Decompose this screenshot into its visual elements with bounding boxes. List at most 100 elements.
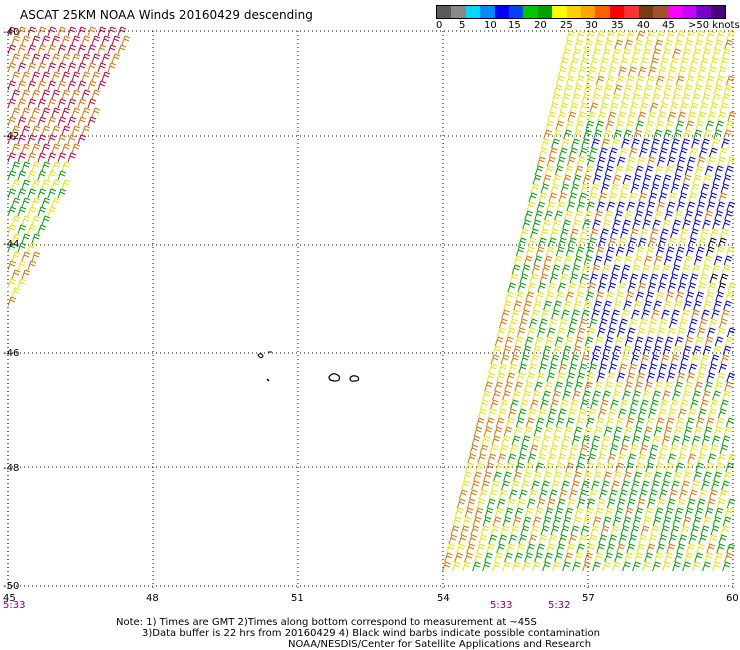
wind-barb [558, 489, 568, 500]
wind-barb [657, 282, 667, 293]
wind-barb [601, 93, 611, 104]
wind-barb [91, 53, 101, 64]
wind-barb [111, 53, 121, 64]
wind-barb [575, 75, 585, 86]
wind-barb [498, 363, 508, 374]
wind-barb [531, 480, 540, 491]
wind-barb [551, 93, 561, 104]
wind-barb [517, 282, 527, 293]
wind-barb [21, 125, 31, 136]
wind-barb [31, 197, 41, 208]
wind-barb [705, 291, 714, 302]
lon-label-54: 54 [437, 593, 450, 604]
wind-barb [721, 480, 730, 491]
wind-barb [681, 138, 690, 149]
wind-barb [464, 552, 473, 563]
wind-barb [585, 291, 594, 302]
wind-barb [17, 44, 27, 55]
wind-barb [87, 80, 97, 91]
wind-barb [663, 300, 672, 311]
wind-barb [714, 552, 723, 563]
wind-barb [685, 417, 695, 428]
wind-barb [517, 408, 527, 419]
wind-barb [694, 210, 703, 221]
wind-barb [17, 80, 27, 91]
wind-barb [548, 489, 558, 500]
wind-barb [558, 192, 568, 203]
wind-barb [718, 363, 728, 374]
wind-barb [47, 44, 57, 55]
wind-barb [601, 309, 610, 320]
wind-barb [544, 165, 554, 176]
wind-barb [525, 291, 534, 302]
wind-barb [11, 125, 21, 136]
wind-barb [588, 534, 598, 545]
wind-barb [655, 120, 665, 131]
wind-barb [661, 480, 670, 491]
wind-barb [566, 30, 576, 41]
wind-barb [638, 489, 648, 500]
wind-barb [47, 26, 57, 37]
wind-barb [691, 435, 701, 446]
wind-barb [582, 516, 592, 527]
wind-barb [724, 507, 734, 518]
wind-barb [617, 453, 627, 464]
wind-barb [568, 489, 578, 500]
wind-barb [37, 44, 47, 55]
wind-barb [723, 255, 733, 266]
wind-barb [41, 161, 51, 172]
wind-barb [514, 336, 524, 347]
wind-barb [544, 336, 554, 347]
wind-barb [11, 35, 21, 46]
wind-barb [706, 372, 716, 383]
wind-barb [633, 255, 643, 266]
wind-barb [595, 462, 604, 473]
wind-barb [596, 498, 606, 509]
wind-barb [535, 417, 545, 428]
wind-barb [556, 372, 566, 383]
wind-barb [536, 327, 546, 338]
wind-barb [631, 309, 640, 320]
wind-barb [662, 516, 672, 527]
wind-barb [642, 345, 652, 356]
wind-barb [484, 381, 493, 392]
wind-barb [462, 561, 471, 572]
wind-barb [676, 156, 686, 167]
wind-barb [569, 273, 579, 284]
wind-barb [21, 233, 31, 244]
wind-barb [568, 192, 578, 203]
wind-barb [556, 327, 566, 338]
wind-barb [67, 44, 77, 55]
wind-barb [627, 282, 637, 293]
wind-barb [684, 507, 694, 518]
wind-barb [21, 215, 31, 226]
wind-barb [673, 129, 682, 140]
wind-barb [596, 201, 606, 212]
wind-barb [709, 318, 718, 329]
wind-barb [660, 399, 669, 410]
wind-barb [511, 435, 521, 446]
wind-barb [700, 354, 710, 365]
wind-barb [612, 561, 621, 572]
wind-barb [639, 102, 649, 113]
wind-barb [680, 525, 690, 536]
wind-barb [601, 435, 611, 446]
wind-barb [37, 206, 47, 217]
wind-barb [712, 561, 721, 572]
wind-barb [724, 336, 734, 347]
wind-barb [465, 462, 474, 473]
wind-barb [550, 228, 559, 239]
wind-barb [506, 372, 516, 383]
wind-barb [658, 534, 668, 545]
wind-barb [37, 170, 47, 181]
wind-barb [636, 156, 646, 167]
wind-barb [695, 120, 705, 131]
wind-barb [562, 219, 571, 230]
wind-barb [560, 57, 569, 68]
wind-barb [37, 98, 47, 109]
wind-barb [672, 219, 681, 230]
wind-barb [704, 381, 713, 392]
wind-barb [513, 426, 523, 437]
wind-barb [688, 363, 698, 374]
wind-barb [566, 543, 575, 554]
